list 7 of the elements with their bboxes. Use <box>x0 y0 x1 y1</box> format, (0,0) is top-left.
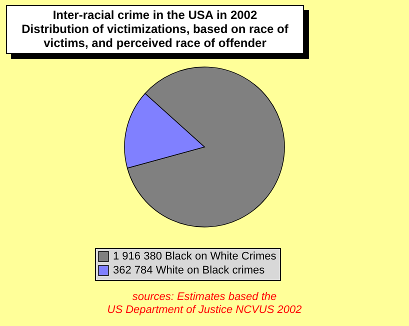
source-note: sources: Estimates based the <box>131 291 278 304</box>
legend-label: 362 784 White on Black crimes <box>113 264 266 276</box>
pie-slice <box>126 66 285 228</box>
chart-title: Inter-racial crime in the USA in 2002 <box>52 8 258 22</box>
chart-subtitle: Distribution of victimizations, based on race of victims, and perceived race of offender <box>20 22 290 50</box>
text: US Department of Justice NCVUS 2002 <box>106 304 303 317</box>
legend-label: 1 916 380 Black on White Crimes <box>113 250 277 262</box>
